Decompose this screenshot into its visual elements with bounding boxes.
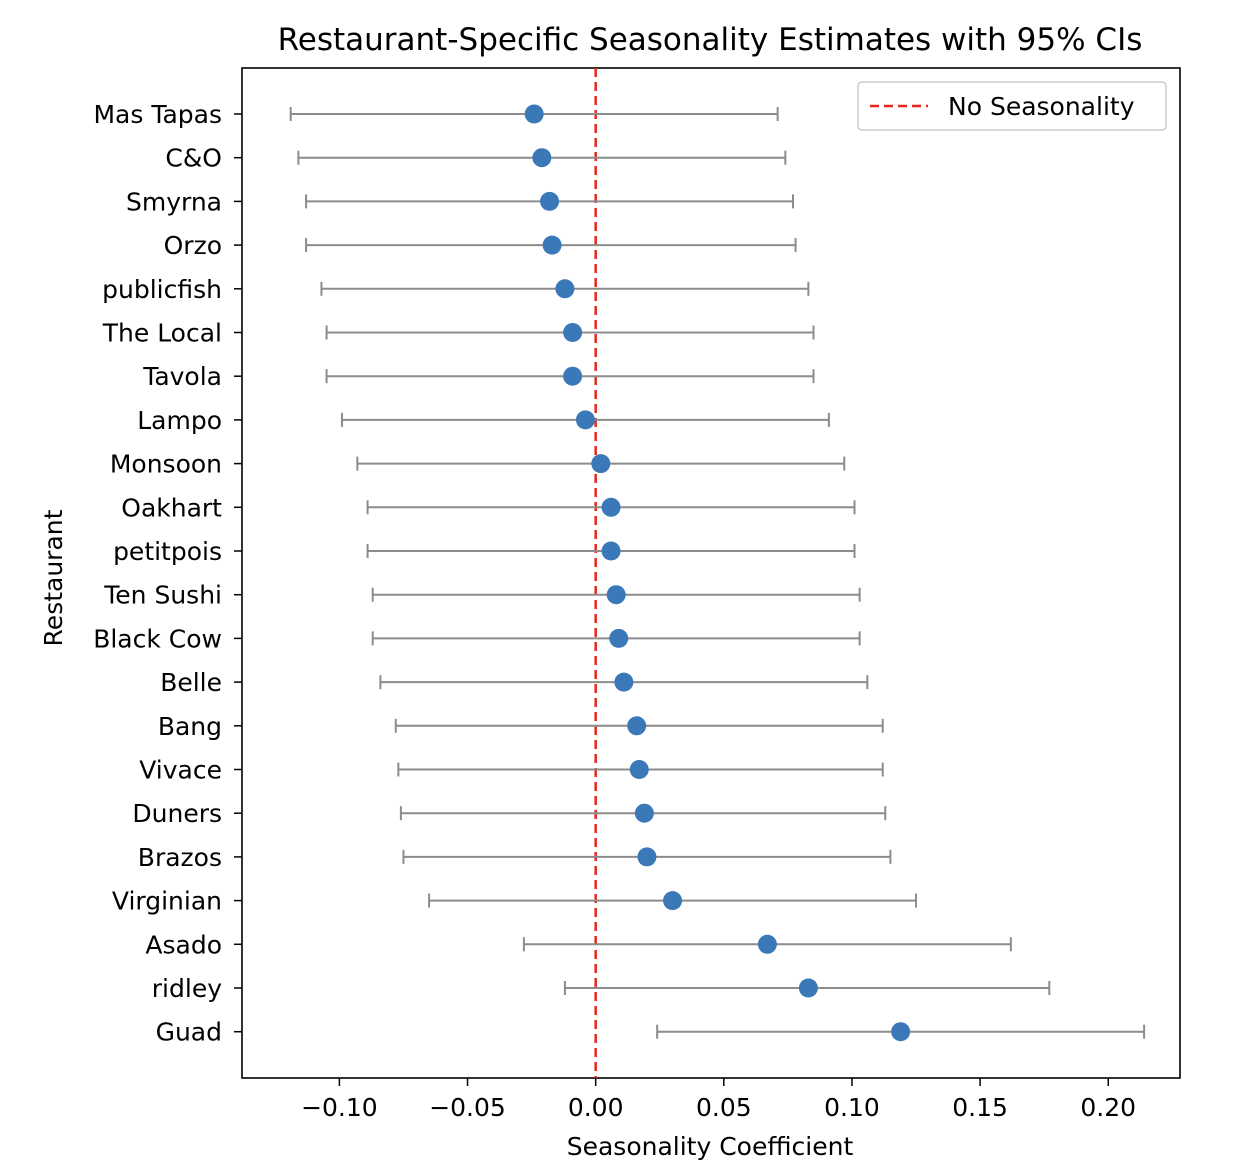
estimate-point-asado bbox=[757, 934, 777, 954]
y-tick-label: Ten Sushi bbox=[103, 581, 222, 610]
y-tick-label: Brazos bbox=[138, 843, 222, 872]
estimate-point-black-cow bbox=[609, 628, 629, 648]
estimate-point-publicfish bbox=[555, 279, 575, 299]
x-tick-label: 0.00 bbox=[568, 1093, 624, 1122]
x-tick-label: −0.05 bbox=[429, 1093, 506, 1122]
x-tick-label: 0.15 bbox=[952, 1093, 1008, 1122]
y-tick-label: Orzo bbox=[164, 231, 222, 260]
y-tick-label: publicfish bbox=[102, 275, 222, 304]
estimate-point-petitpois bbox=[601, 541, 621, 561]
estimate-point-belle bbox=[614, 672, 634, 692]
plot-frame bbox=[241, 67, 1181, 1079]
y-axis: Mas Tapas C&O Smyrna Orzo publicfish The Loca… bbox=[93, 100, 242, 1047]
estimate-point-smyrna bbox=[540, 191, 560, 211]
y-tick-label: Black Cow bbox=[93, 624, 222, 653]
x-tick-label: 0.10 bbox=[824, 1093, 880, 1122]
estimate-point-brazos bbox=[637, 847, 657, 867]
y-tick-label: Monsoon bbox=[110, 450, 222, 479]
estimate-point-oakhart bbox=[601, 497, 621, 517]
y-tick-label: Vivace bbox=[139, 756, 222, 785]
x-tick-label: 0.20 bbox=[1080, 1093, 1136, 1122]
estimate-point-vivace bbox=[629, 760, 649, 779]
y-tick-label: Guad bbox=[156, 1018, 222, 1047]
x-tick-label: 0.05 bbox=[696, 1093, 752, 1122]
estimate-point-bang bbox=[627, 716, 647, 736]
y-tick-label: ridley bbox=[152, 974, 222, 1003]
estimate-point-c-o bbox=[532, 148, 552, 168]
y-tick-label: Virginian bbox=[112, 887, 222, 916]
y-tick-label: Asado bbox=[145, 930, 222, 959]
estimate-point-the-local bbox=[563, 323, 583, 342]
x-tick-label: −0.10 bbox=[301, 1093, 378, 1122]
y-axis-label: Restaurant bbox=[39, 509, 68, 646]
estimate-point-ridley bbox=[798, 978, 818, 998]
estimate-point-ten-sushi bbox=[606, 585, 626, 605]
estimate-point-guad bbox=[891, 1022, 911, 1042]
estimate-point-monsoon bbox=[591, 454, 611, 474]
y-tick-label: Belle bbox=[160, 668, 222, 697]
y-tick-label: petitpois bbox=[113, 537, 222, 566]
y-tick-label: Duners bbox=[132, 799, 222, 828]
legend-box bbox=[857, 81, 1167, 131]
x-axis-label: Seasonality Coefficient bbox=[567, 1132, 854, 1161]
y-tick-label: Lampo bbox=[137, 406, 222, 435]
y-tick-label: Bang bbox=[158, 712, 222, 741]
x-axis: −0.10 −0.05 0.00 0.05 0.10 0.15 0.20 bbox=[301, 1078, 1136, 1122]
y-tick-label: Mas Tapas bbox=[93, 100, 222, 129]
y-tick-label: The Local bbox=[102, 319, 222, 348]
estimate-point-tavola bbox=[563, 366, 583, 386]
estimate-point-orzo bbox=[542, 235, 562, 255]
y-tick-label: Smyrna bbox=[126, 187, 222, 216]
legend-label-no-seasonality: No Seasonality bbox=[948, 92, 1135, 121]
y-tick-label: Oakhart bbox=[121, 493, 222, 522]
estimate-point-duners bbox=[634, 803, 654, 823]
estimate-point-lampo bbox=[575, 410, 595, 430]
y-tick-label: Tavola bbox=[142, 362, 222, 391]
y-tick-label: C&O bbox=[165, 144, 222, 173]
estimate-point-virginian bbox=[663, 891, 683, 911]
marks-layer bbox=[289, 104, 1146, 1042]
chart-title: Restaurant-Specific Seasonality Estimate… bbox=[278, 22, 1143, 58]
legend: No Seasonality bbox=[857, 81, 1167, 131]
estimate-point-mas-tapas bbox=[524, 104, 544, 124]
